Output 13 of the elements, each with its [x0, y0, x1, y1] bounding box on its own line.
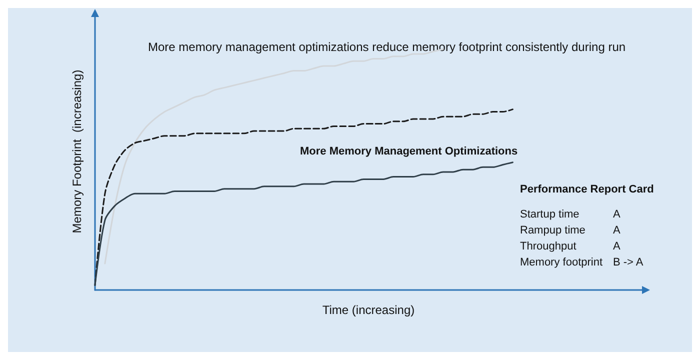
x-axis-title: Time (increasing) — [322, 303, 415, 317]
annotation: A — [613, 224, 621, 236]
y-axis-title: Memory Footprint (increasing) — [70, 70, 84, 234]
annotation: B -> A — [613, 256, 644, 268]
annotation: A — [613, 208, 621, 220]
annotation: A — [613, 240, 621, 252]
annotation: Memory footprint — [520, 256, 603, 268]
annotation: Startup time — [520, 208, 580, 220]
annotation: Performance Report Card — [520, 184, 654, 196]
annotation: More Memory Management Optimizations — [300, 146, 518, 158]
annotation: More memory management optimizations reduce memory footprint consistently during run — [148, 40, 626, 54]
annotation: Rampup time — [520, 224, 586, 236]
annotation: Throughput — [520, 240, 576, 252]
